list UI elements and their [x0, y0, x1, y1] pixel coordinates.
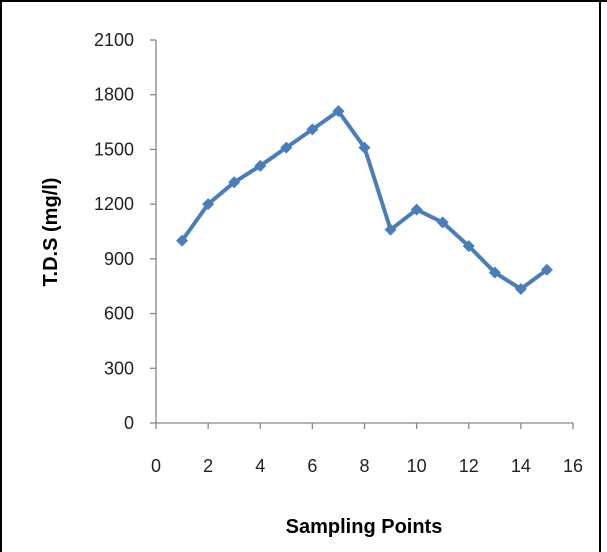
data-point-marker	[280, 141, 293, 154]
data-point-marker	[306, 123, 319, 136]
data-point-marker	[540, 263, 553, 276]
data-point-marker	[358, 141, 371, 154]
data-point-marker	[488, 266, 501, 279]
x-tick-label: 8	[359, 456, 369, 476]
data-point-marker	[384, 223, 397, 236]
data-point-marker	[514, 282, 527, 295]
data-point-marker	[410, 203, 423, 216]
x-tick-label: 0	[151, 456, 161, 476]
data-point-marker	[228, 176, 241, 189]
data-point-marker	[254, 159, 267, 172]
data-point-marker	[202, 198, 215, 211]
x-tick-label: 12	[459, 456, 479, 476]
axes	[155, 40, 573, 424]
y-tick-label: 1200	[94, 194, 134, 214]
x-tick-label: 4	[255, 456, 265, 476]
y-tick-label: 300	[104, 358, 134, 378]
right-border-line	[599, 0, 601, 552]
series-line	[180, 109, 549, 291]
y-tick-label: 1800	[94, 85, 134, 105]
y-tick-label: 1500	[94, 139, 134, 159]
data-point-marker	[436, 216, 449, 229]
ticks: 0 300 600 900 1200 1500 1800 2100 0 2 4 6 8 10 12 14 16	[94, 30, 583, 476]
x-tick-label: 6	[307, 456, 317, 476]
data-point-marker	[462, 240, 475, 253]
x-tick-label: 2	[203, 456, 213, 476]
data-point-marker	[332, 105, 345, 118]
y-axis-title: T.D.S (mg/l)	[40, 178, 62, 287]
series-layer	[176, 105, 553, 295]
x-tick-label: 16	[563, 456, 583, 476]
x-tick-label: 14	[511, 456, 531, 476]
y-tick-label: 600	[104, 304, 134, 324]
y-tick-label: 2100	[94, 30, 134, 50]
x-axis-title: Sampling Points	[286, 516, 443, 538]
data-point-marker	[176, 234, 189, 247]
y-tick-label: 900	[104, 249, 134, 269]
y-tick-label: 0	[124, 413, 134, 433]
x-tick-label: 10	[407, 456, 427, 476]
